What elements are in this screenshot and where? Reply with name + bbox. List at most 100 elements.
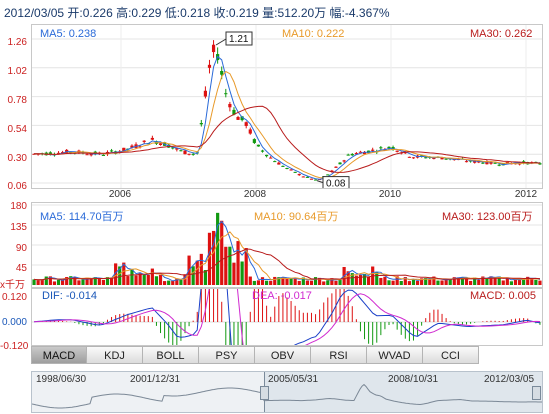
navigator-date-label: 2001/12/31 [130,374,181,385]
volume-bar [114,263,118,285]
price-candle [313,179,318,181]
price-xtick: 2010 [378,189,402,200]
volume-bar [281,277,285,285]
volume-bar [44,276,48,285]
range-left-handle[interactable] [260,386,269,400]
price-candle [85,154,89,156]
volume-bar [81,279,85,285]
macd-chart-svg [32,289,542,345]
price-candle [387,146,391,149]
tab-psy[interactable]: PSY [199,346,255,364]
price-ma30-label: MA30: 0.262 [470,28,533,40]
volume-bar [301,277,305,285]
tab-macd[interactable]: MACD [31,346,87,364]
price-chart-svg: 1.21 0.08 [32,25,542,188]
volume-bar [391,280,395,285]
price-ytick: 0.78 [7,95,27,106]
price-candle [48,152,52,155]
macd-dif-label: DIF: -0.014 [42,290,98,302]
volume-bar [167,280,171,285]
volume-bar [436,280,440,285]
volume-bar [179,279,183,285]
volume-bar [334,280,338,285]
volume-bar [460,277,465,285]
range-navigator[interactable]: 1998/06/30 2001/12/31 2005/05/31 2008/10… [31,371,543,413]
volume-bar [403,277,407,285]
volume-ma5-label: MA5: 114.70百万 [40,211,124,223]
price-candle [220,71,224,75]
tab-rsi[interactable]: RSI [311,346,367,364]
price-candle [109,150,114,152]
volume-bar [411,279,416,285]
volume-bar [464,277,469,285]
volume-bar [387,280,391,285]
tab-kdj[interactable]: KDJ [87,346,143,364]
volume-bar [481,276,485,285]
price-candle [407,156,411,158]
volume-ma30-label: MA30: 123.00百万 [442,211,533,223]
tab-obv[interactable]: OBV [255,346,311,364]
volume-bar [142,275,146,285]
high-callout-box [225,31,253,46]
tab-wvad[interactable]: WVAD [367,346,423,364]
volume-bar [203,270,207,285]
volume-bar [305,280,309,285]
volume-bar [175,278,179,285]
macd-ytick: -0.120 [0,341,29,352]
volume-chart-panel: MA5: 114.70百万 MA10: 90.64百万 MA30: 123.00… [31,202,543,288]
volume-bar [493,277,497,285]
volume-bar [216,212,220,285]
price-candle [240,116,244,121]
volume-bar [199,253,203,285]
volume-ma30-line [33,248,541,281]
volume-bar [509,281,513,285]
volume-unit-label: x千万 [0,280,25,291]
price-ma10-line [34,70,541,179]
price-candle [346,154,350,156]
volume-bar [309,280,314,285]
volume-bar [244,248,248,285]
volume-bar [32,279,36,285]
volume-bar [109,277,114,285]
volume-bar [73,277,77,285]
volume-bar [61,279,65,285]
volume-bar [415,280,420,285]
price-candle [309,178,314,180]
navigator-date-label: 2005/05/31 [268,374,319,385]
price-candle [354,153,358,155]
price-ytick: 0.06 [7,181,27,192]
price-candle [305,176,309,178]
volume-bar [469,280,473,285]
price-candle [277,162,281,165]
price-candle [440,157,444,160]
volume-bar [138,273,142,285]
price-candle [444,158,448,160]
price-chart-panel: 1.21 0.08 MA5: 0.238 MA10: 0.222 MA30: 0.… [31,24,543,189]
volume-bar [52,281,57,285]
price-candle [424,157,428,159]
range-selection-window[interactable] [264,372,542,412]
volume-bar [211,230,216,285]
volume-bar [158,274,163,285]
price-candle [232,109,236,115]
volume-bar [269,280,273,285]
volume-bar [362,273,367,285]
range-right-handle[interactable] [532,386,541,400]
price-candle [326,174,330,176]
tab-boll[interactable]: BOLL [143,346,199,364]
volume-bar [350,273,354,285]
volume-bar [40,279,44,285]
volume-bar [395,276,399,285]
price-candle [236,117,240,120]
volume-bar [85,277,89,285]
tab-cci[interactable]: CCI [423,346,479,364]
price-candle [179,150,183,152]
volume-bar [379,277,383,285]
volume-bar [260,277,265,285]
price-xtick: 2012 [514,189,538,200]
price-candle [187,153,191,155]
price-candle [473,160,477,163]
price-candle [260,150,265,152]
price-candle [477,161,481,163]
volume-bar [326,280,330,285]
